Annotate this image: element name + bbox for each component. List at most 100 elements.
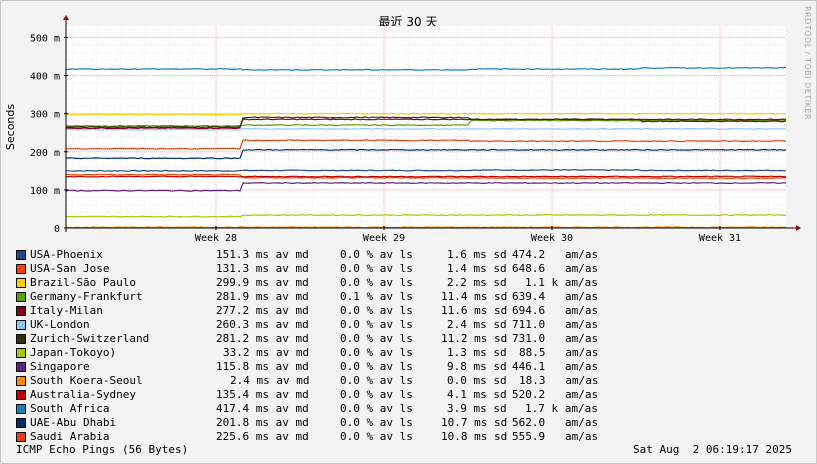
legend-swatch: [16, 278, 26, 288]
x-tick-label: Week 31: [699, 233, 741, 244]
legend-sd: 2.4 ms sd: [447, 318, 507, 331]
legend-loss: 0.0 % av ls: [340, 332, 413, 345]
legend-sd: 0.0 ms sd: [447, 374, 507, 387]
legend-ratio: 520.2 am/as: [512, 388, 599, 401]
y-tick-label: 300 m: [30, 110, 60, 121]
legend-median: 281.9 ms av md: [216, 290, 309, 303]
legend-name: Zurich-Switzerland: [30, 332, 150, 345]
legend-swatch: [16, 334, 26, 344]
legend-median: 131.3 ms av md: [216, 262, 309, 275]
legend-name: Italy-Milan: [30, 304, 103, 317]
x-axis-arrow: [796, 225, 801, 231]
legend-median: 33.2 ms av md: [223, 346, 310, 359]
series-lines: [65, 66, 787, 229]
legend-name: Australia-Sydney: [30, 388, 136, 401]
legend-swatch: [16, 376, 26, 386]
legend-swatch: [16, 250, 26, 260]
legend-loss: 0.0 % av ls: [340, 304, 413, 317]
legend-sd: 11.4 ms sd: [441, 290, 508, 303]
series-line-0: [66, 169, 786, 172]
legend-loss: 0.1 % av ls: [340, 290, 413, 303]
y-tick-label: 500 m: [30, 33, 60, 44]
legend-sd: 1.3 ms sd: [447, 346, 507, 359]
legend-ratio: 648.6 am/as: [512, 262, 599, 275]
legend-sd: 2.2 ms sd: [447, 276, 507, 289]
legend-loss: 0.0 % av ls: [340, 248, 413, 261]
legend-swatch: [16, 306, 26, 316]
series-line-8: [65, 181, 787, 192]
legend-loss: 0.0 % av ls: [340, 318, 413, 331]
legend-ratio: 694.6 am/as: [512, 304, 599, 317]
series-line-5: [65, 127, 787, 131]
legend-median: 260.3 ms av md: [216, 318, 309, 331]
grid: [66, 26, 786, 228]
legend-name: Brazil-São Paulo: [30, 276, 136, 289]
legend-swatch: [16, 292, 26, 302]
x-tick-label: Week 29: [363, 233, 405, 244]
legend-name: USA-San Jose: [30, 262, 110, 275]
series-line-7: [65, 213, 787, 218]
legend-swatch: [16, 264, 26, 274]
legend-sd: 11.2 ms sd: [441, 332, 508, 345]
legend-swatch: [16, 348, 26, 358]
chart-title: 最近 30 天: [379, 15, 438, 29]
y-tick-label: 400 m: [30, 72, 60, 83]
series-line-11: [65, 66, 786, 71]
axes: 0 100 m 200 m 300 m 400 m 500 m Week 28 Week 29…: [30, 15, 801, 244]
footer-description: ICMP Echo Pings (56 Bytes): [16, 443, 189, 456]
legend-median: 417.4 ms av md: [216, 402, 309, 415]
series-line-3: [65, 119, 787, 127]
legend-sd: 9.8 ms sd: [447, 360, 507, 373]
series-line-12: [65, 148, 787, 160]
legend-loss: 0.0 % av ls: [340, 402, 413, 415]
legend-loss: 0.0 % av ls: [340, 346, 413, 359]
legend-name: South Africa: [30, 402, 110, 415]
legend-loss: 0.0 % av ls: [340, 374, 413, 387]
legend-name: UK-London: [30, 318, 90, 331]
y-tick-label: 0: [54, 224, 60, 235]
legend-median: 135.4 ms av md: [216, 388, 309, 401]
legend-name: Singapore: [30, 360, 90, 373]
y-tick-label: 200 m: [30, 148, 60, 159]
y-tick-label: 100 m: [30, 186, 60, 197]
x-tick-label: Week 28: [195, 233, 237, 244]
series-line-13: [65, 139, 787, 150]
series-line-9: [65, 226, 787, 229]
legend-ratio: 562.0 am/as: [512, 416, 599, 429]
legend-ratio: 639.4 am/as: [512, 290, 599, 303]
legend-median: 277.2 ms av md: [216, 304, 309, 317]
y-axis-arrow: [63, 15, 69, 20]
legend-median: 115.8 ms av md: [216, 360, 309, 373]
legend-ratio: 1.7 k am/as: [525, 402, 598, 415]
legend-sd: 11.6 ms sd: [441, 304, 508, 317]
legend-median: 225.6 ms av md: [216, 430, 309, 443]
legend-median: 281.2 ms av md: [216, 332, 309, 345]
legend-median: 299.9 ms av md: [216, 276, 309, 289]
legend-swatch: [16, 418, 26, 428]
legend-ratio: 711.0 am/as: [512, 318, 599, 331]
legend-name: UAE-Abu Dhabi: [30, 416, 117, 429]
legend-sd: 4.1 ms sd: [447, 388, 507, 401]
legend-name: Saudi Arabia: [30, 430, 110, 443]
legend-name: South Koera-Seoul: [30, 374, 143, 387]
legend-loss: 0.0 % av ls: [340, 430, 413, 443]
x-tick-label: Week 30: [531, 233, 573, 244]
legend-name: USA-Phoenix: [30, 248, 103, 261]
legend-sd: 1.4 ms sd: [447, 262, 507, 275]
series-line-10: [65, 175, 787, 178]
legend-swatch: [16, 390, 26, 400]
legend-loss: 0.0 % av ls: [340, 262, 413, 275]
legend-sd: 1.6 ms sd: [447, 248, 507, 261]
legend-median: 2.4 ms av md: [230, 374, 310, 387]
legend-loss: 0.0 % av ls: [340, 388, 413, 401]
legend-sd: 10.8 ms sd: [441, 430, 508, 443]
legend-ratio: 446.1 am/as: [512, 360, 599, 373]
legend-median: 151.3 ms av md: [216, 248, 309, 261]
series-line-4: [65, 118, 787, 130]
series-line-2: [65, 112, 786, 116]
legend-name: Germany-Frankfurt: [30, 290, 143, 303]
series-line-6: [65, 116, 787, 129]
series-line-1: [65, 173, 787, 180]
legend-loss: 0.0 % av ls: [340, 360, 413, 373]
